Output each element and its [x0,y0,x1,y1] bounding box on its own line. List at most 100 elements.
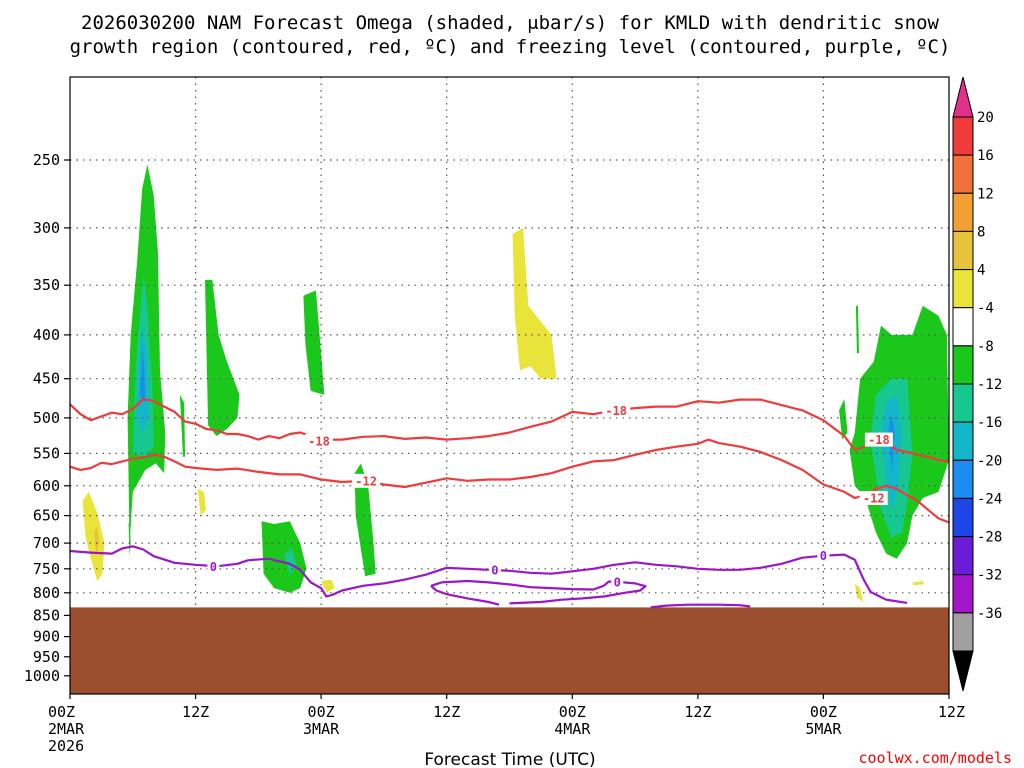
contour-label-5: 0 [210,560,217,574]
omega-shading-region-15 [839,398,848,440]
chart-title-line-1: 2026030200 NAM Forecast Omega (shaded, μ… [81,12,939,34]
colorbar-label-0: 20 [977,110,994,126]
colorbar-bin-3 [952,192,974,232]
contour-label-bg-3 [352,473,381,488]
contour-label-4: -12 [863,492,885,506]
contour-label-bg-4 [859,491,888,505]
colorbar-bin-14 [952,612,974,652]
colorbar-bin-4 [952,230,974,270]
x-tick-label-1: 12Z [182,703,209,721]
contour-line-0-4 [430,584,500,606]
colorbar-label-10: -24 [977,491,1002,507]
colorbar-bin-8 [952,383,974,423]
omega-shading-layer [82,164,949,602]
x-tick-label-2: 00Z [308,703,335,721]
colorbar-label-13: -36 [977,606,1002,622]
colorbar-bottom-arrow [952,650,974,692]
contour-label-6: 0 [491,563,498,577]
colorbar-label-1: 16 [977,148,994,164]
omega-shading-region-8 [261,521,307,593]
colorbar-bin-6 [952,307,974,347]
y-tick-label-1000: 1000 [24,667,60,685]
colorbar-bin-9 [952,421,974,461]
contour-line--12-1 [69,438,950,524]
colorbar-label-5: -4 [977,301,994,317]
y-tick-label-650: 650 [33,507,60,525]
contour-label-bg-8 [817,548,830,563]
omega-shading-region-23 [912,581,924,586]
y-tick-label-400: 400 [33,326,60,344]
colorbar-label-2: 12 [977,186,994,202]
colorbar-label-9: -20 [977,453,1002,469]
colorbar-label-4: 4 [977,263,985,279]
contour-label-1: -18 [605,404,627,418]
colorbar-legend: 20 16 12 8 4 -4 -8 -12 -16 -20 -24 -28 -32 -36 [952,76,1002,692]
x-tick-label-3: 12Z [433,703,460,721]
colorbar-label-12: -32 [977,568,1002,584]
colorbar-top-arrow [952,76,974,118]
omega-shading-region-6 [205,279,240,437]
omega-shading-region-3 [140,344,146,403]
colorbar-bin-10 [952,459,974,499]
y-tick-label-550: 550 [33,444,60,462]
source-credit: coolwx.com/models [858,749,1012,767]
x-tick-label-5: 12Z [684,703,711,721]
colorbar-label-7: -12 [977,377,1002,393]
colorbar-bin-2 [952,154,974,194]
x-tick-sublabel-0-0: 2MAR [48,720,85,738]
terrain-surface [70,607,949,694]
x-tick-sublabel-2-0: 3MAR [303,720,340,738]
contour-line-0-5 [650,603,751,609]
y-tick-label-750: 750 [33,560,60,578]
colorbar-label-6: -8 [977,339,994,355]
y-tick-label-800: 800 [33,584,60,602]
y-tick-label-850: 850 [33,606,60,624]
omega-shading-region-16 [855,305,859,354]
omega-shading-region-7 [303,290,325,395]
contour-line-0-2 [69,545,908,604]
x-tick-sublabel-6-0: 5MAR [805,720,842,738]
colorbar-bin-7 [952,345,974,385]
y-tick-label-350: 350 [33,276,60,294]
x-tick-sublabel-0-1: 2026 [48,737,84,755]
contour-label-bg-1 [602,403,631,418]
contour-label-bg-2 [864,432,893,447]
colorbar-label-3: 8 [977,224,985,240]
contour-line--18-0 [69,397,950,463]
omega-shading-region-21 [321,579,335,593]
x-axis-title: Forecast Time (UTC) [424,750,595,768]
plot-frame [69,76,950,695]
x-tick-label-4: 00Z [559,703,586,721]
y-tick-label-700: 700 [33,534,60,552]
colorbar-label-11: -28 [977,530,1002,546]
grid-lines [70,77,949,608]
contour-label-bg-0 [305,434,333,448]
contour-label-bg-7 [611,575,624,589]
omega-shading-region-20 [512,227,557,379]
contour-label-3: -12 [355,474,377,488]
colorbar-label-8: -16 [977,415,1002,431]
contour-label-8: 0 [820,549,827,563]
colorbar-bin-11 [952,497,974,537]
omega-shading-region-17 [82,491,105,581]
omega-shading-region-22 [854,583,864,602]
y-tick-label-950: 950 [33,648,60,666]
chart-title: 2026030200 NAM Forecast Omega (shaded, μ… [70,12,951,58]
y-axis: 250 300 350 400 450 500 550 600 650 700 750 800 850 9… [24,151,70,685]
y-tick-label-500: 500 [33,409,60,427]
contour-label-7: 0 [614,576,621,590]
plot-area: -18 -18 -18 -12 -12 0 0 0 0 [69,77,950,694]
y-tick-label-450: 450 [33,370,60,388]
contour-label-bg-5 [207,559,220,574]
x-tick-label-6: 00Z [810,703,837,721]
omega-shading-region-9 [284,548,296,577]
omega-shading-region-18 [94,526,100,554]
omega-shading-region-10 [354,463,376,577]
terrain-layer [70,607,949,694]
omega-shading-region-4 [179,394,186,457]
contour-label-bg-6 [488,562,501,577]
y-tick-label-300: 300 [33,219,60,237]
contour-layer: -18 -18 -18 -12 -12 0 0 0 0 [69,397,950,609]
